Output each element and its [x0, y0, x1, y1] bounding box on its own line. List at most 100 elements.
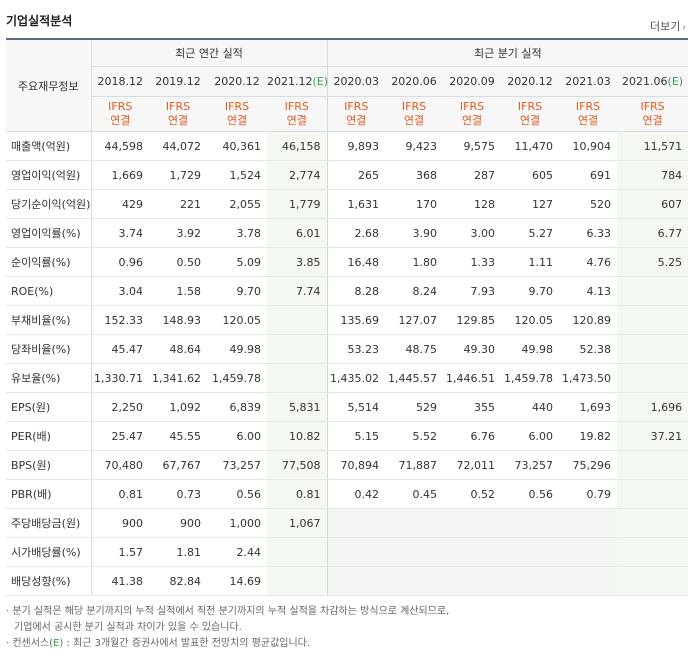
period-header: 2020.03 — [326, 66, 386, 97]
table-cell: 0.81 — [267, 479, 328, 509]
table-cell: 2.44 — [207, 537, 267, 567]
table-cell: 5.52 — [385, 421, 444, 451]
period-year: 2020.09 — [449, 75, 495, 88]
table-cell: 1.58 — [149, 276, 207, 306]
estimate-mark: (E) — [312, 75, 328, 88]
table-cell: 11,571 — [617, 131, 689, 161]
more-link[interactable]: 더보기 › — [650, 18, 686, 34]
row-label: PER(배) — [6, 421, 92, 451]
table-cell: 6,839 — [207, 392, 267, 422]
table-row: 배당성향(%) 41.38 82.84 14.69 — [6, 566, 689, 596]
table-row: 영업이익률(%) 3.74 3.92 3.78 6.01 2.68 3.90 3.00 5.27… — [6, 218, 689, 248]
table-cell — [617, 276, 689, 306]
table-cell: 45.47 — [91, 334, 149, 364]
row-label: 유보율(%) — [6, 363, 92, 393]
table-cell: 1,435.02 — [326, 363, 386, 393]
table-cell — [443, 508, 502, 538]
table-cell: 6.77 — [617, 218, 689, 248]
period-year: 2020.03 — [333, 75, 380, 88]
table-cell: 120.89 — [559, 305, 618, 335]
row-label: 순이익률(%) — [6, 247, 92, 277]
row-label: BPS(원) — [6, 450, 92, 480]
row-label: 당기순이익(억원) — [6, 189, 92, 219]
basis-header: IFRS 연결 — [559, 96, 618, 132]
table-cell — [617, 508, 689, 538]
table-cell: 41.38 — [91, 566, 149, 596]
period-header: 2021.12(E) — [267, 66, 328, 97]
period-header: 2018.12 — [91, 66, 149, 97]
basis-header: IFRS 연결 — [443, 96, 502, 132]
period-year: 2020.06 — [391, 75, 437, 88]
table-cell — [559, 508, 618, 538]
table-cell: 0.42 — [326, 479, 386, 509]
table-cell: 127 — [501, 189, 560, 219]
ifrs-label: IFRS — [517, 100, 543, 113]
table-cell: 2.68 — [326, 218, 386, 248]
table-cell: 25.47 — [91, 421, 149, 451]
row-label: EPS(원) — [6, 392, 92, 422]
table-cell: 440 — [501, 392, 560, 422]
consolidated-label: 연결 — [110, 114, 131, 127]
table-cell: 46,158 — [267, 131, 328, 161]
period-header: 2020.12 — [207, 66, 267, 97]
note-consensus-rest: ) : 최근 3개월간 증권사에서 발표한 전망치의 평균값입니다. — [59, 638, 311, 649]
basis-header: IFRS 연결 — [326, 96, 386, 132]
period-year: 2021.06 — [622, 75, 668, 88]
table-cell — [617, 305, 689, 335]
table-cell — [559, 537, 618, 567]
table-cell: 3.92 — [149, 218, 207, 248]
table-cell: 152.33 — [91, 305, 149, 335]
ifrs-label: IFRS — [575, 100, 601, 113]
table-cell: 72,011 — [443, 450, 502, 480]
table-cell: 6.33 — [559, 218, 618, 248]
table-cell: 1,445.57 — [385, 363, 444, 393]
table-cell: 1,524 — [207, 160, 267, 190]
table-cell — [617, 450, 689, 480]
table-cell: 0.50 — [149, 247, 207, 277]
basis-header: IFRS 연결 — [91, 96, 149, 132]
period-year: 2018.12 — [97, 75, 144, 88]
table-cell — [326, 537, 386, 567]
table-cell — [501, 566, 560, 596]
table-cell: 1.11 — [501, 247, 560, 277]
table-cell: 1.33 — [443, 247, 502, 277]
table-cell: 127.07 — [385, 305, 444, 335]
table-cell: 1,473.50 — [559, 363, 618, 393]
table-cell: 49.98 — [207, 334, 267, 364]
table-cell — [326, 508, 386, 538]
table-cell: 5,514 — [326, 392, 386, 422]
table-cell: 3.00 — [443, 218, 502, 248]
table-cell: 221 — [149, 189, 207, 219]
table-row: BPS(원) 70,480 67,767 73,257 77,508 70,894 71,8… — [6, 450, 689, 480]
table-cell: 1.57 — [91, 537, 149, 567]
table-cell: 128 — [443, 189, 502, 219]
table-cell: 5.09 — [207, 247, 267, 277]
table-cell: 0.96 — [91, 247, 149, 277]
table-cell: 9,575 — [443, 131, 502, 161]
group-quarterly: 최근 분기 실적 — [326, 39, 689, 67]
chevron-right-icon: › — [682, 23, 686, 33]
table-cell: 5.25 — [617, 247, 689, 277]
table-cell: 5,831 — [267, 392, 328, 422]
period-year: 2021.12 — [267, 75, 313, 88]
row-label: 당좌비율(%) — [6, 334, 92, 364]
table-cell: 148.93 — [149, 305, 207, 335]
table-cell: 9.70 — [501, 276, 560, 306]
note-consensus: · 컨센서스(E) : 최근 3개월간 증권사에서 발표한 전망치의 평균값입니… — [6, 636, 688, 652]
table-cell — [443, 566, 502, 596]
period-header: 2019.12 — [149, 66, 207, 97]
table-cell: 691 — [559, 160, 618, 190]
table-cell — [385, 566, 444, 596]
table-cell: 4.13 — [559, 276, 618, 306]
table-cell: 9,893 — [326, 131, 386, 161]
table-cell: 265 — [326, 160, 386, 190]
row-label: 주당배당금(원) — [6, 508, 92, 538]
table-cell: 170 — [385, 189, 444, 219]
table-cell: 45.55 — [149, 421, 207, 451]
table-cell: 53.23 — [326, 334, 386, 364]
table-cell: 77,508 — [267, 450, 328, 480]
table-cell: 5.15 — [326, 421, 386, 451]
consolidated-label: 연결 — [577, 114, 599, 127]
table-cell: 48.64 — [149, 334, 207, 364]
table-cell: 1,693 — [559, 392, 618, 422]
